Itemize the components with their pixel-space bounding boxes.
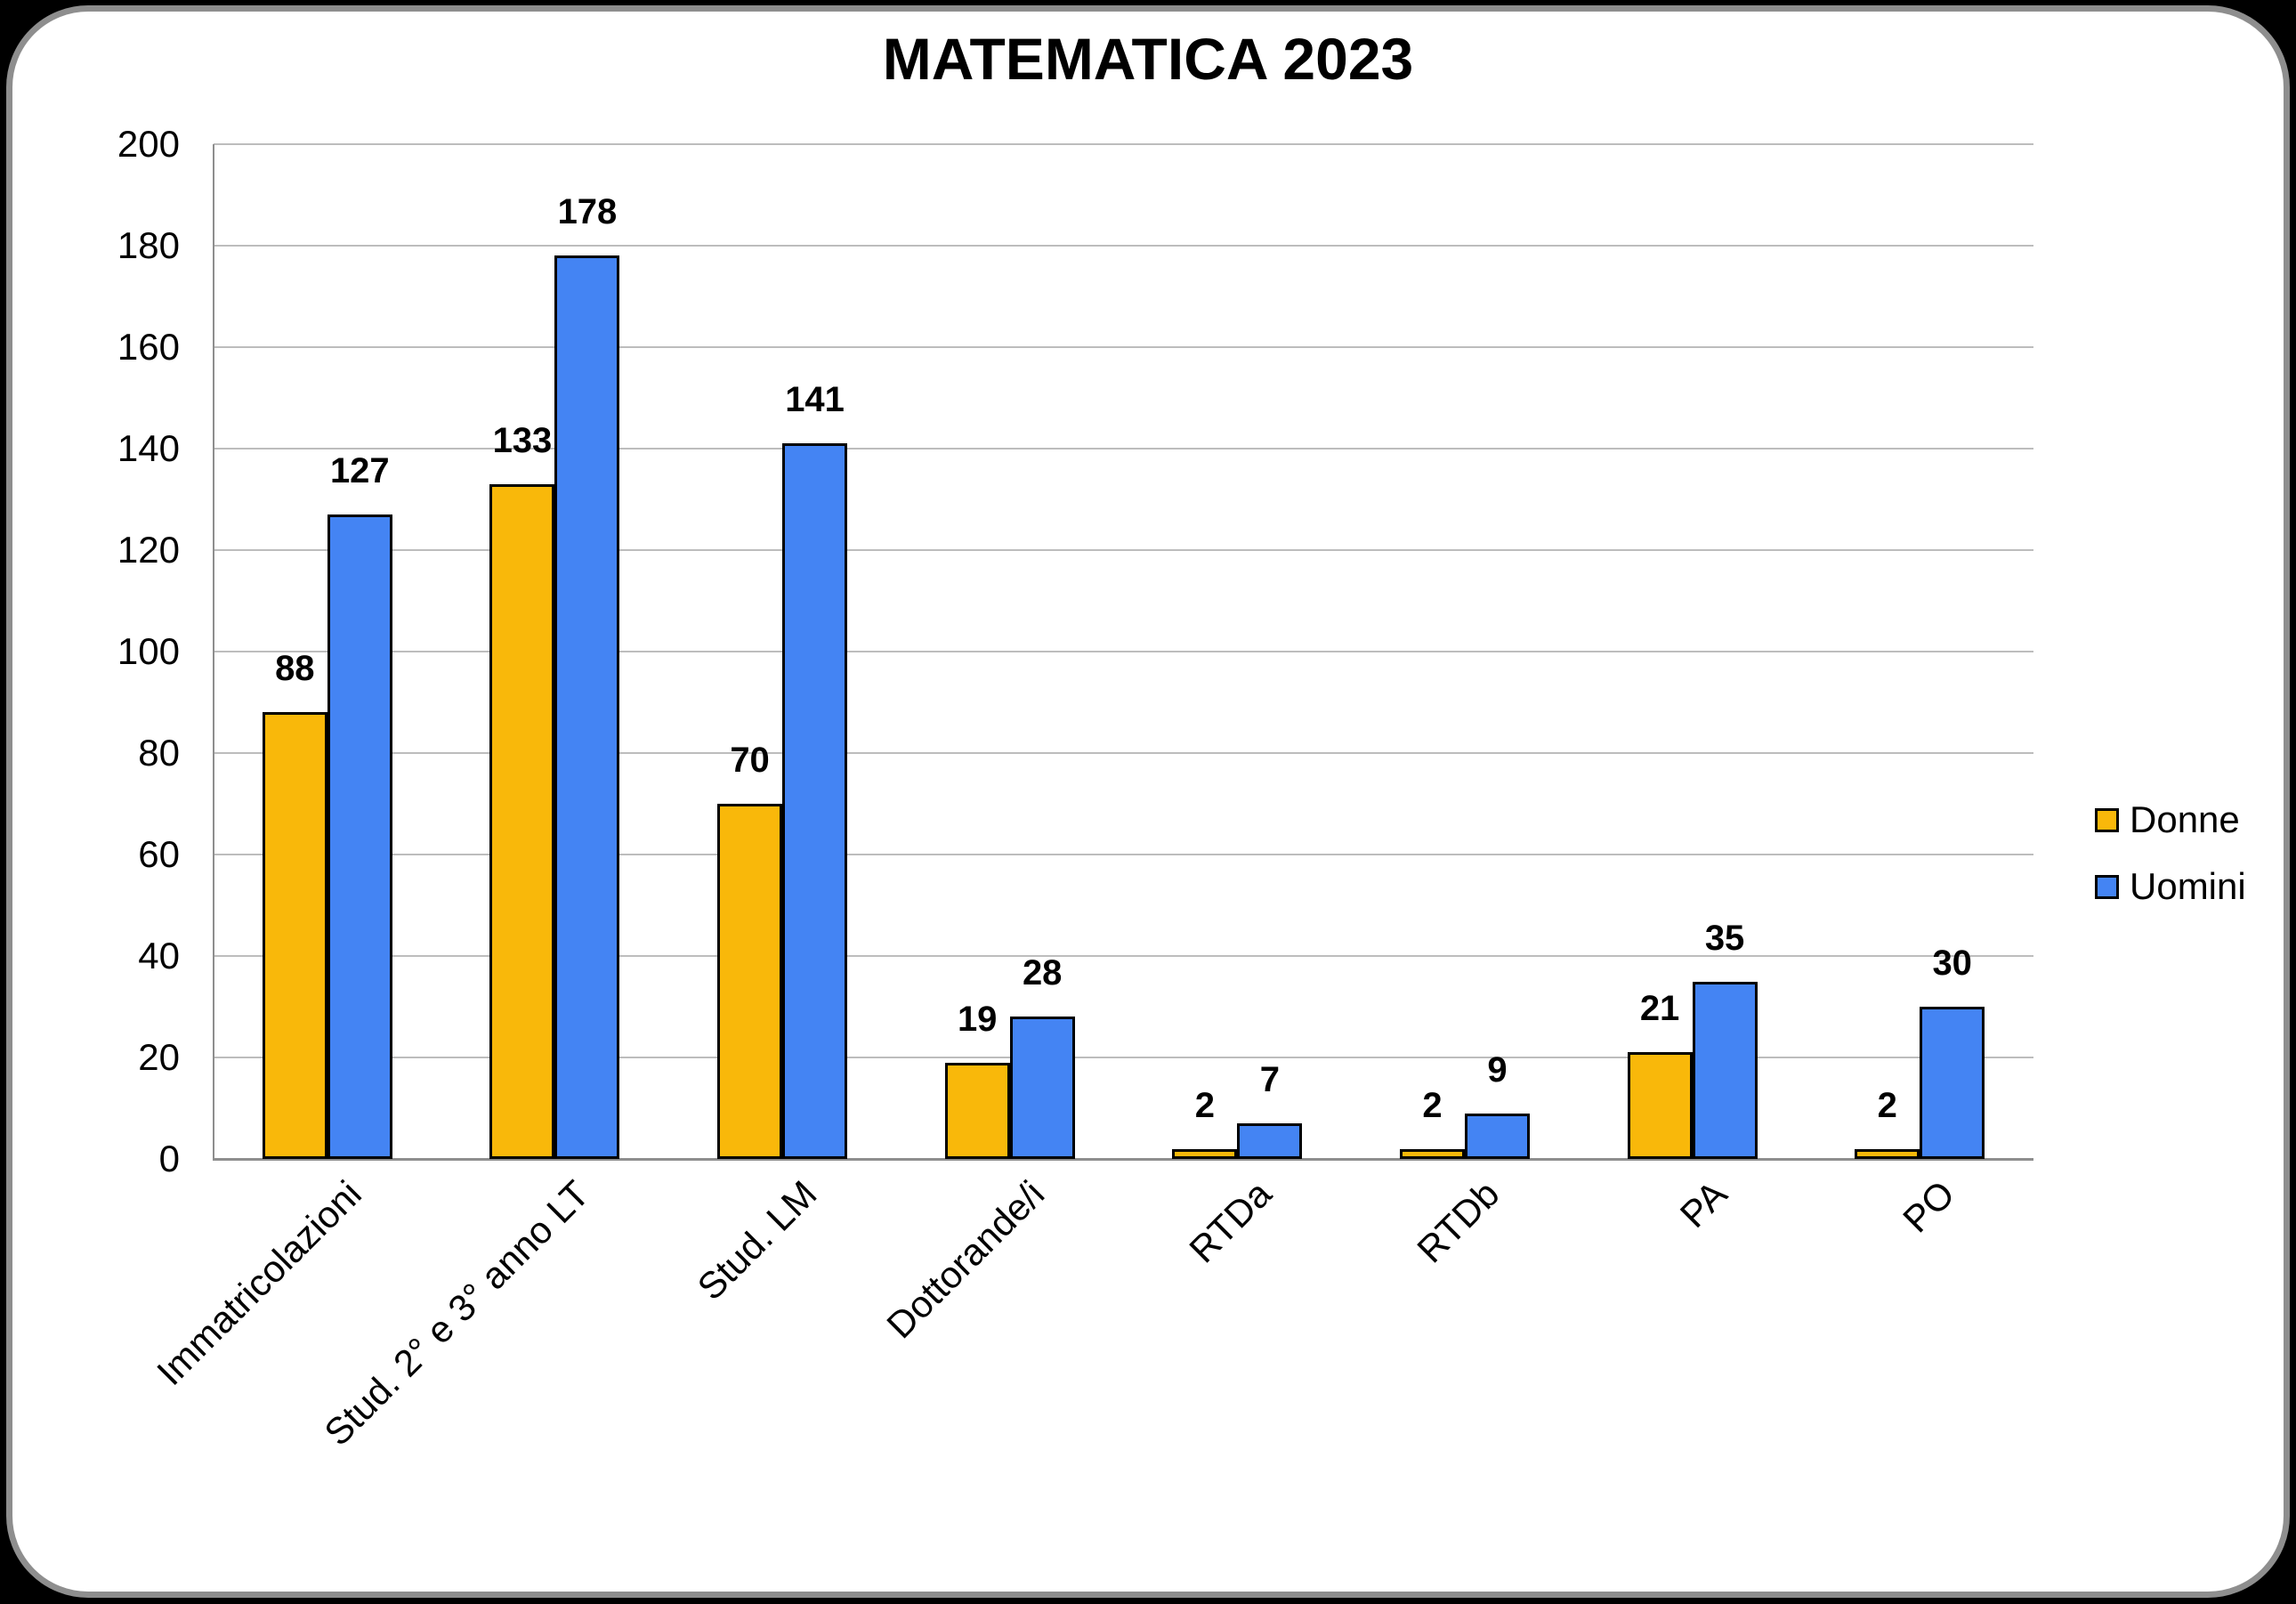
- y-tick-label: 200: [117, 123, 180, 165]
- bar-uomini-3: [1009, 1017, 1075, 1159]
- y-tick-label: 100: [117, 630, 180, 672]
- bar-donne-6: [1627, 1052, 1693, 1159]
- bar-uomini-4: [1237, 1123, 1303, 1159]
- gridline: [214, 955, 2033, 957]
- bar-uomini-6: [1692, 981, 1758, 1159]
- gridline: [214, 854, 2033, 855]
- bar-value-label: 133: [492, 420, 553, 460]
- bar-value-label: 2: [1877, 1085, 1897, 1125]
- bar-value-label: 88: [275, 649, 315, 689]
- bar-value-label: 141: [785, 380, 845, 420]
- bar-donne-4: [1172, 1148, 1238, 1159]
- x-axis-line: [214, 1158, 2033, 1161]
- legend-item-uomini: Uomini: [2095, 866, 2246, 907]
- bar-value-label: 70: [730, 741, 770, 780]
- bar-uomini-7: [1920, 1007, 1985, 1159]
- bar-value-label: 2: [1422, 1085, 1443, 1125]
- gridline: [214, 651, 2033, 652]
- bar-donne-1: [489, 483, 555, 1159]
- bar-donne-5: [1399, 1148, 1465, 1159]
- y-axis-line: [213, 144, 214, 1161]
- gridline: [214, 549, 2033, 551]
- y-tick-label: 80: [138, 732, 180, 774]
- bar-donne-3: [944, 1062, 1010, 1159]
- bar-value-label: 2: [1194, 1085, 1215, 1125]
- legend-swatch-donne: [2095, 807, 2119, 832]
- bar-uomini-0: [327, 514, 392, 1159]
- bar-value-label: 127: [329, 451, 390, 491]
- bar-uomini-5: [1464, 1113, 1530, 1159]
- y-tick-label: 0: [158, 1138, 180, 1179]
- y-tick-label: 40: [138, 935, 180, 976]
- bar-donne-0: [262, 712, 327, 1159]
- bar-value-label: 35: [1704, 918, 1745, 958]
- gridline: [214, 448, 2033, 450]
- gridline: [214, 752, 2033, 754]
- bar-value-label: 7: [1259, 1060, 1280, 1100]
- gridline: [214, 1057, 2033, 1058]
- y-tick-label: 20: [138, 1036, 180, 1078]
- y-tick-label: 120: [117, 529, 180, 571]
- y-tick-label: 160: [117, 326, 180, 368]
- bar-uomini-2: [782, 443, 848, 1159]
- bar-value-label: 19: [957, 999, 998, 1039]
- y-tick-label: 60: [138, 833, 180, 875]
- chart-title: MATEMATICA 2023: [882, 26, 1414, 92]
- bar-value-label: 9: [1487, 1049, 1508, 1090]
- gridline: [214, 245, 2033, 247]
- gridline: [214, 143, 2033, 145]
- bar-donne-7: [1855, 1148, 1920, 1159]
- gridline: [214, 346, 2033, 348]
- y-tick-label: 180: [117, 224, 180, 266]
- bar-donne-2: [717, 804, 783, 1159]
- y-tick-label: 140: [117, 427, 180, 469]
- bar-value-label: 30: [1932, 944, 1972, 983]
- bar-value-label: 21: [1639, 989, 1680, 1029]
- bar-value-label: 28: [1022, 953, 1063, 993]
- legend-label-uomini: Uomini: [2130, 865, 2246, 907]
- bar-uomini-1: [554, 255, 620, 1159]
- legend-item-donne: Donne: [2095, 799, 2240, 840]
- bar-value-label: 178: [557, 192, 618, 232]
- legend-label-donne: Donne: [2130, 798, 2240, 840]
- legend-swatch-uomini: [2095, 874, 2119, 899]
